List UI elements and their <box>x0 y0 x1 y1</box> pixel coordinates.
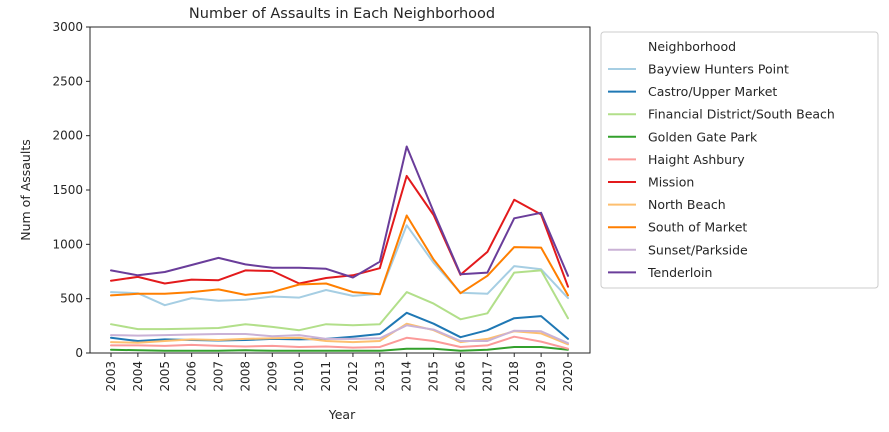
legend-label: Mission <box>648 175 694 190</box>
series-line <box>110 322 569 346</box>
y-tick-label: 2000 <box>52 129 83 143</box>
x-tick-label: 2012 <box>346 361 360 392</box>
series-line <box>110 174 569 288</box>
legend-label: South of Market <box>648 220 747 235</box>
series-line <box>110 145 569 279</box>
x-tick-label: 2007 <box>212 361 226 392</box>
legend-label: Financial District/South Beach <box>648 107 835 122</box>
series-line <box>110 346 569 352</box>
x-tick-label: 2013 <box>373 361 387 392</box>
x-tick-label: 2009 <box>265 361 279 392</box>
y-tick-label: 0 <box>75 346 83 360</box>
x-tick-label: 2017 <box>480 361 494 392</box>
x-tick-label: 2005 <box>158 361 172 392</box>
legend-label: Golden Gate Park <box>648 129 758 144</box>
legend-label: Sunset/Parkside <box>648 242 748 257</box>
series-line <box>110 335 569 350</box>
x-tick-label: 2003 <box>104 361 118 392</box>
y-tick-label: 1000 <box>52 237 83 251</box>
plot-series-layer <box>110 145 569 352</box>
plot-frame <box>89 26 591 354</box>
x-axis: 2003 2004 2005 2006 2007 2008 2009 2010 2011 2012… <box>104 353 575 392</box>
y-tick-label: 3000 <box>52 20 83 34</box>
x-tick-label: 2019 <box>534 361 548 392</box>
y-tick-label: 2500 <box>52 74 83 88</box>
legend-label: Tenderloin <box>647 265 712 280</box>
x-axis-title: Year <box>328 407 356 422</box>
series-line <box>110 324 569 345</box>
x-tick-label: 2006 <box>185 361 199 392</box>
legend-label: Castro/Upper Market <box>648 84 777 99</box>
legend: Neighborhood Bayview Hunters Point Castro… <box>600 31 879 289</box>
x-tick-label: 2015 <box>427 361 441 392</box>
x-tick-label: 2011 <box>319 361 333 392</box>
x-tick-label: 2014 <box>400 361 414 392</box>
legend-title: Neighborhood <box>648 39 736 54</box>
y-tick-label: 500 <box>60 292 83 306</box>
y-tick-label: 1500 <box>52 183 83 197</box>
x-tick-label: 2008 <box>238 361 252 392</box>
y-axis: 0 500 1000 1500 2000 2500 3000 <box>52 20 90 360</box>
legend-label: Bayview Hunters Point <box>648 62 789 77</box>
legend-label: Haight Ashbury <box>648 152 745 167</box>
legend-items: Bayview Hunters Point Castro/Upper Market… <box>608 62 835 280</box>
series-line <box>110 214 569 297</box>
series-line <box>110 224 569 307</box>
y-axis-title: Num of Assaults <box>18 139 33 241</box>
x-tick-label: 2010 <box>292 361 306 392</box>
legend-box <box>600 31 879 289</box>
series-line <box>110 269 569 332</box>
x-tick-label: 2004 <box>131 361 145 392</box>
chart-title: Number of Assaults in Each Neighborhood <box>189 6 495 22</box>
legend-label: North Beach <box>648 197 726 212</box>
x-tick-label: 2020 <box>561 361 575 392</box>
x-tick-label: 2018 <box>507 361 521 392</box>
x-tick-label: 2016 <box>453 361 467 392</box>
